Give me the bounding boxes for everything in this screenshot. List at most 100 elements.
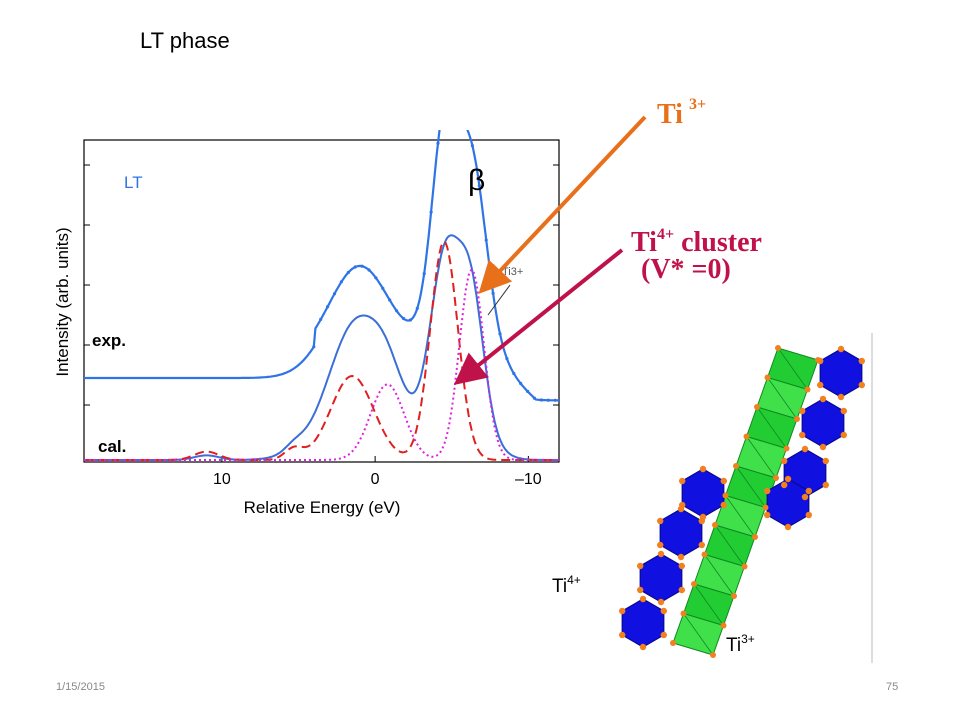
exp-marker — [436, 141, 440, 145]
exp-marker — [532, 396, 537, 400]
exp-marker — [470, 144, 474, 148]
cal-spectrum-line — [84, 234, 559, 461]
oxygen-atom — [805, 487, 812, 495]
exp-marker — [505, 357, 509, 361]
oxygen-atom — [731, 593, 737, 599]
oxygen-atom — [619, 631, 626, 639]
oxygen-atom — [817, 381, 824, 389]
xas-spectrum-plot: 10 0 –10 LT β Ti3+ exp. cal. Relative Ener… — [53, 130, 560, 517]
green-edge — [714, 524, 745, 567]
oxygen-atom — [801, 445, 809, 453]
oxygen-atom — [840, 431, 847, 439]
oxygen-atom — [720, 501, 727, 509]
green-edge — [735, 465, 766, 508]
oxygen-atom — [804, 386, 811, 393]
inset-arrow — [487, 284, 511, 316]
ti3-callout-sup: 3+ — [688, 96, 707, 113]
green-edge — [756, 406, 787, 449]
oxygen-atom — [783, 445, 790, 452]
oxygen-atom — [784, 523, 792, 531]
oxygen-atom — [794, 416, 800, 422]
oxygen-atom — [819, 443, 827, 451]
oxygen-atom — [858, 357, 865, 365]
oxygen-atom — [752, 534, 758, 540]
oxygen-atom — [733, 463, 739, 469]
oxygen-atom — [698, 517, 705, 525]
oxygen-atom — [781, 457, 788, 465]
oxygen-atom — [639, 643, 647, 651]
oxygen-atom — [678, 562, 685, 570]
x-axis-label: Relative Energy (eV) — [244, 498, 401, 517]
exp-marker — [519, 381, 523, 386]
inset-arrow-label: Ti3+ — [502, 266, 523, 278]
oxygen-atom — [698, 541, 705, 549]
panel-label: LT — [124, 173, 143, 192]
x-tick-label: 10 — [213, 471, 231, 488]
y-axis-ticks — [84, 164, 559, 406]
oxygen-atom — [637, 562, 644, 570]
exp-marker — [381, 286, 385, 290]
exp-marker — [346, 270, 350, 275]
oxygen-atom — [799, 431, 806, 439]
oxygen-atom — [837, 393, 845, 401]
oxygen-atom — [722, 492, 729, 499]
oxygen-atom — [819, 395, 827, 403]
oxygen-atom — [657, 550, 665, 558]
oxygen-atom — [799, 407, 806, 415]
ti3-callout: Ti 3+ — [657, 96, 706, 131]
exp-marker — [401, 316, 406, 321]
oxygen-atom — [801, 493, 809, 501]
exp-marker — [319, 317, 323, 321]
structure-label-ti4-text: Ti — [552, 576, 568, 597]
oxygen-atom — [701, 551, 708, 558]
oxygen-atom — [754, 404, 760, 410]
structure-label-ti4-sup: 4+ — [567, 573, 581, 587]
crystal-structure-image — [613, 333, 875, 663]
vstar-label: (V* =0) — [641, 254, 731, 285]
oxygen-atom — [710, 652, 716, 658]
ti4-callout-suffix: cluster — [674, 227, 762, 258]
exp-marker — [367, 268, 371, 272]
oxygen-atoms — [619, 345, 865, 658]
oxygen-atom — [858, 381, 865, 389]
oxygen-atom — [660, 631, 667, 639]
ti3-callout-text: Ti — [657, 99, 683, 130]
oxygen-atom — [764, 511, 771, 519]
exp-marker — [339, 280, 343, 284]
green-edge — [683, 613, 714, 656]
oxygen-atom — [679, 477, 686, 485]
exp-marker — [512, 371, 516, 376]
oxygen-atom — [822, 457, 829, 465]
oxygen-atom — [781, 481, 788, 489]
exp-marker — [422, 272, 426, 276]
oxygen-atom — [657, 541, 664, 549]
oxygen-atom — [720, 477, 727, 485]
exp-marker — [498, 332, 502, 336]
oxygen-atom — [699, 465, 707, 473]
oxygen-atom — [773, 475, 779, 481]
exp-marker — [429, 210, 433, 214]
structure-label-ti3-text: Ti — [726, 635, 742, 656]
oxygen-atom — [805, 511, 812, 519]
x-axis-tick-labels: 10 0 –10 — [213, 471, 542, 488]
exp-spectrum-line — [84, 130, 559, 402]
green-edge — [746, 436, 777, 479]
oxygen-atom — [784, 475, 792, 483]
slide-title: LT phase — [140, 28, 230, 53]
green-edge — [777, 347, 808, 390]
y-axis-label: Intensity (arb. units) — [53, 227, 72, 376]
oxygen-atom — [837, 345, 845, 353]
oxygen-atom — [720, 622, 727, 629]
oxygen-atom — [680, 610, 687, 617]
exp-marker — [484, 238, 488, 242]
oxygen-atom — [657, 598, 665, 606]
oxygen-atom — [637, 586, 644, 594]
x-tick-label: –10 — [515, 471, 542, 488]
plot-frame — [83, 139, 560, 463]
exp-marker — [415, 306, 419, 310]
green-edge — [704, 554, 735, 597]
structure-label-ti3-sup: 3+ — [741, 632, 755, 646]
oxygen-atom — [741, 563, 748, 570]
oxygen-atom — [639, 595, 647, 603]
exp-marker — [388, 298, 392, 302]
